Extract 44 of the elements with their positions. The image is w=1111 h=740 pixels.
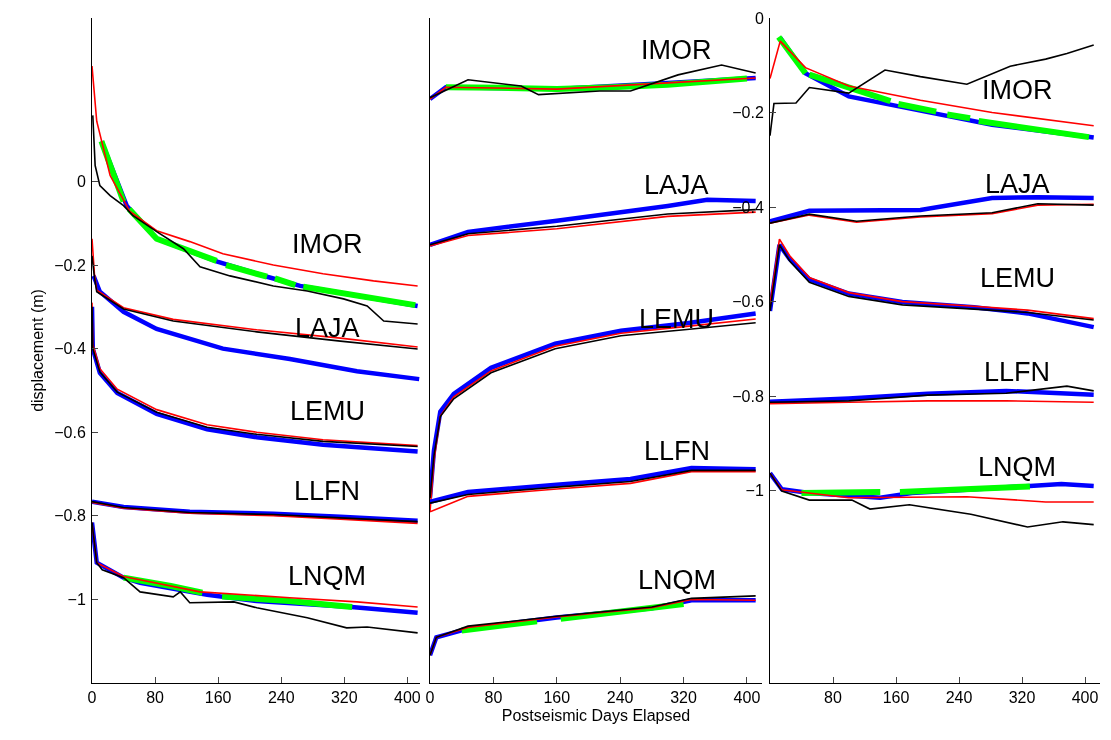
annotation: LAJA bbox=[644, 170, 709, 200]
annotation: LEMU bbox=[980, 263, 1056, 293]
x-tick-label: 240 bbox=[945, 689, 973, 707]
x-tick-label: 400 bbox=[733, 689, 761, 707]
y-axis-title: displacement (m) bbox=[29, 289, 47, 412]
annotation: LLFN bbox=[984, 357, 1051, 387]
x-tick-label: 80 bbox=[484, 689, 503, 707]
y-tick-label: −0.8 bbox=[54, 507, 86, 525]
text: IMOR bbox=[641, 35, 712, 65]
y-tick-label: −1 bbox=[67, 591, 86, 608]
x-tick-label: 0 bbox=[87, 689, 97, 707]
y-tick-label: −0.2 bbox=[732, 104, 764, 122]
annotation: LLFN bbox=[644, 436, 711, 466]
x-tick-label: 240 bbox=[606, 689, 634, 707]
y-tick-label: 0 bbox=[76, 173, 86, 191]
annotation: LLFN bbox=[294, 476, 361, 506]
x-tick-label: 160 bbox=[204, 689, 232, 707]
annotation: LNQM bbox=[978, 452, 1057, 482]
annotation: LNQM bbox=[638, 565, 717, 595]
annotation: LAJA bbox=[295, 313, 360, 343]
y-tick-label: −0.4 bbox=[54, 340, 86, 358]
x-tick-label: 320 bbox=[1008, 689, 1036, 707]
y-tick-label: −1 bbox=[745, 482, 764, 500]
y-tick-label: −0.6 bbox=[54, 423, 86, 441]
annotation: LAJA bbox=[985, 169, 1050, 199]
y-tick-label: −0.2 bbox=[54, 256, 86, 274]
y-tick-label: −0.6 bbox=[732, 293, 764, 311]
x-tick-label: 80 bbox=[146, 689, 165, 707]
x-tick-label: 320 bbox=[670, 689, 698, 707]
y-tick-label: 0 bbox=[754, 9, 764, 27]
annotation: LNQM bbox=[288, 561, 367, 591]
x-tick-label: 160 bbox=[882, 689, 910, 707]
x-tick-label: 400 bbox=[1071, 689, 1099, 707]
annotation: IMOR bbox=[292, 229, 363, 259]
annotation: LEMU bbox=[290, 396, 366, 426]
x-tick-label: 240 bbox=[267, 689, 295, 707]
x-tick-label: 0 bbox=[425, 689, 435, 707]
annotation: IMOR bbox=[982, 75, 1053, 105]
x-tick-label: 80 bbox=[824, 689, 843, 707]
x-tick-label: 160 bbox=[543, 689, 571, 707]
x-tick-label: 320 bbox=[330, 689, 358, 707]
x-tick-label: 400 bbox=[394, 689, 421, 707]
x-axis-title: Postseismic Days Elapsed bbox=[501, 706, 691, 724]
y-tick-label: −0.8 bbox=[732, 387, 764, 405]
